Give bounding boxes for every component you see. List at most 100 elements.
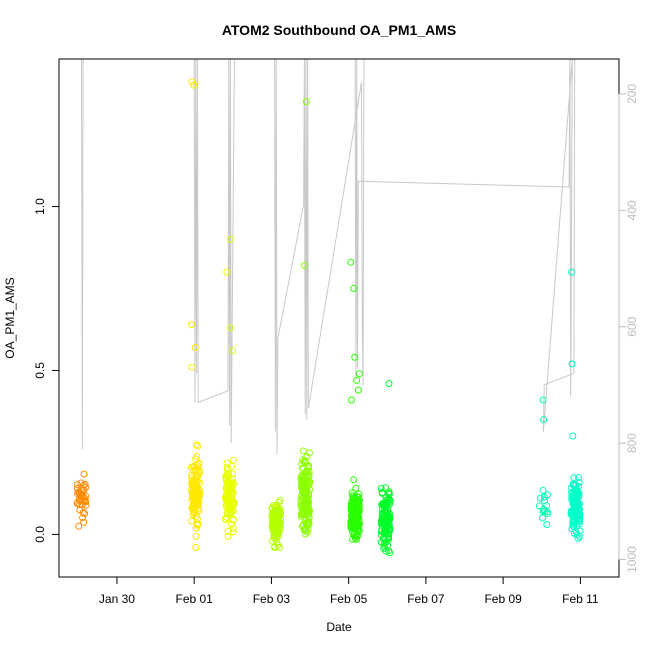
data-point (379, 501, 387, 509)
data-point (81, 510, 89, 518)
data-point (188, 517, 196, 525)
data-point (190, 81, 198, 89)
data-point (82, 498, 90, 506)
data-point (569, 432, 577, 440)
data-point (228, 470, 236, 478)
data-point (348, 396, 355, 404)
data-point (301, 481, 309, 489)
secondary-tick-label: 200 (625, 84, 639, 104)
data-point (347, 258, 355, 266)
y-tick-label: 0.0 (33, 526, 47, 543)
data-point (378, 489, 386, 496)
data-point (188, 505, 196, 513)
data-point (304, 525, 312, 533)
secondary-series-line (78, 58, 576, 455)
data-point (539, 396, 547, 404)
data-point (382, 484, 390, 492)
y-tick-label: 1.0 (33, 198, 47, 215)
data-point (576, 514, 584, 522)
data-point (378, 516, 386, 524)
data-point (192, 441, 200, 449)
data-point (301, 457, 309, 465)
data-point (300, 506, 308, 514)
plot-frame (58, 58, 620, 578)
data-point (352, 484, 360, 492)
data-point (226, 496, 234, 504)
data-point (226, 480, 234, 488)
data-point (352, 522, 360, 530)
data-point (305, 520, 313, 528)
data-point (192, 524, 200, 532)
data-point (574, 534, 582, 542)
data-point (192, 544, 200, 551)
data-point (191, 505, 199, 513)
y-axis: 0.0 0.5 1.0 (33, 198, 60, 543)
data-point (353, 376, 361, 384)
x-tick-label: Feb 11 (562, 592, 599, 606)
data-point (82, 501, 90, 509)
data-point (229, 528, 237, 536)
data-point (195, 486, 203, 494)
data-point (382, 547, 390, 555)
x-tick-label: Feb 01 (175, 592, 213, 606)
data-point (226, 235, 234, 243)
data-point (539, 486, 547, 494)
data-point (383, 500, 391, 508)
data-point (300, 503, 308, 511)
data-point (301, 475, 309, 482)
x-tick-label: Feb 05 (330, 592, 368, 606)
data-point (299, 447, 307, 455)
y-axis-label: OA_PM1_AMS (3, 277, 17, 358)
data-point (270, 522, 278, 530)
data-point (570, 523, 578, 531)
data-point (300, 526, 308, 534)
data-point (348, 489, 356, 497)
data-point (304, 521, 312, 529)
data-point (351, 353, 359, 361)
data-point (80, 470, 88, 478)
data-point (543, 521, 551, 528)
secondary-tick-label: 1000 (625, 546, 639, 573)
data-point (193, 495, 200, 503)
data-point (573, 494, 581, 502)
data-point (81, 480, 89, 488)
data-point (300, 489, 308, 497)
x-axis-label: Date (326, 620, 352, 634)
data-point (300, 510, 308, 518)
data-point (574, 489, 582, 497)
data-points (73, 78, 584, 557)
data-point (355, 527, 363, 535)
data-point (350, 516, 358, 524)
data-point (188, 480, 196, 488)
data-point (350, 476, 358, 484)
data-point (75, 522, 83, 530)
data-point (576, 505, 584, 513)
data-point (273, 502, 281, 510)
data-point (188, 490, 196, 498)
data-point (226, 324, 234, 332)
data-point (222, 472, 230, 479)
data-point (304, 501, 312, 508)
data-point (223, 459, 231, 467)
data-point (303, 467, 311, 475)
data-point (276, 496, 284, 504)
data-point (353, 517, 361, 524)
data-point (305, 513, 313, 521)
data-point (378, 512, 386, 520)
data-point (275, 498, 283, 506)
y-tick-label: 0.5 (33, 362, 47, 379)
data-point (226, 486, 234, 493)
data-point (192, 473, 200, 481)
data-point (192, 512, 200, 520)
data-point (189, 493, 197, 500)
data-point (269, 512, 277, 520)
data-point (80, 518, 88, 526)
data-point (569, 500, 577, 508)
data-point (385, 516, 393, 524)
data-point (384, 534, 392, 542)
data-point (225, 501, 233, 509)
x-tick-label: Feb 03 (253, 592, 291, 606)
data-point (195, 459, 203, 467)
data-point (73, 481, 81, 488)
